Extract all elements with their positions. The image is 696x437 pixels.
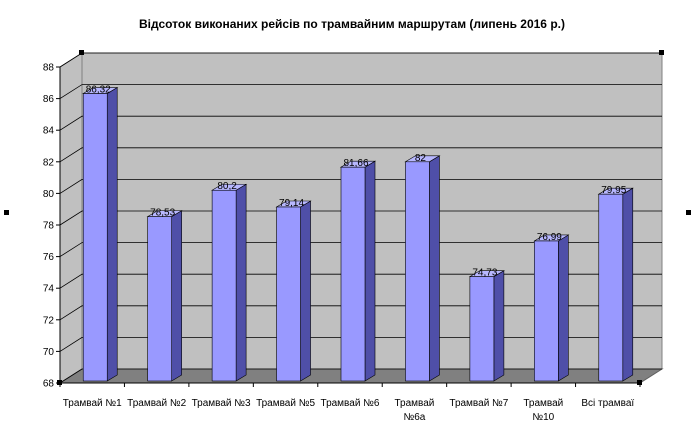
x-tick-label: Трамвай №6 bbox=[321, 398, 380, 409]
bar[interactable] bbox=[275, 200, 312, 382]
bar-side bbox=[364, 160, 376, 382]
bar-side bbox=[171, 210, 182, 382]
bar[interactable] bbox=[597, 187, 634, 382]
data-label: 79,14 bbox=[279, 198, 304, 209]
x-tick-label-line: №10 bbox=[532, 412, 554, 423]
bar-front bbox=[534, 240, 559, 382]
bar[interactable] bbox=[211, 183, 248, 382]
bar[interactable] bbox=[82, 87, 119, 382]
data-label: 79,95 bbox=[601, 185, 626, 196]
gridline bbox=[59, 84, 662, 99]
gridlines bbox=[59, 52, 662, 384]
x-tick-label-line: Трамвай №1 bbox=[63, 398, 122, 409]
data-label: 82 bbox=[415, 153, 427, 164]
data-label: 78,53 bbox=[150, 208, 175, 219]
plot-handle-top-right[interactable] bbox=[659, 50, 664, 55]
y-tick-label: 86 bbox=[43, 94, 55, 105]
x-tick-label-line: Трамвай №7 bbox=[449, 398, 508, 409]
bar-front bbox=[82, 93, 108, 382]
bar-side bbox=[622, 187, 634, 382]
y-tick-label: 80 bbox=[43, 189, 55, 200]
x-tick-label: Трамвай №6а bbox=[394, 398, 434, 423]
bar-side bbox=[300, 200, 311, 382]
bar-front bbox=[147, 216, 172, 382]
x-tick-label-line: Трамвай №6 bbox=[321, 398, 380, 409]
bar-side bbox=[106, 87, 118, 382]
x-tick-label-line: Трамвай bbox=[523, 398, 563, 409]
gridline bbox=[59, 336, 662, 352]
gridline bbox=[59, 305, 662, 321]
chart-area-handle-left[interactable] bbox=[4, 210, 9, 215]
gridline bbox=[59, 210, 662, 226]
data-label: 80,2 bbox=[217, 181, 237, 192]
plot-handle-top-left[interactable] bbox=[79, 50, 84, 55]
x-tick-label-line: Трамвай №2 bbox=[127, 398, 186, 409]
bar-front bbox=[469, 276, 495, 382]
x-tick-label: Трамвай №7 bbox=[449, 398, 508, 409]
bars: 86,32 78,53 80,2 79,14 81,66 82 74,73 76,99 79,9… bbox=[82, 85, 634, 382]
gridline bbox=[59, 242, 662, 257]
bar-side bbox=[493, 270, 505, 382]
x-tick-label: Всі трамваї bbox=[581, 398, 634, 409]
x-tick-label: Трамвай №5 bbox=[256, 398, 315, 409]
gridline bbox=[59, 273, 662, 289]
bar-front bbox=[598, 193, 624, 382]
plot-handle-bottom-right[interactable] bbox=[637, 380, 642, 385]
plot-handle-bottom-left[interactable] bbox=[57, 380, 62, 385]
x-tick-label: Трамвай №2 bbox=[127, 398, 186, 409]
bar-front bbox=[340, 166, 366, 382]
y-tick-label: 68 bbox=[43, 379, 55, 390]
data-label: 81,66 bbox=[343, 158, 368, 169]
bar-front bbox=[211, 189, 237, 382]
data-label: 74,73 bbox=[472, 268, 497, 279]
x-axis: Трамвай №1 Трамвай №2 Трамвай №3 Трамвай №5… bbox=[59, 382, 641, 423]
y-tick-label: 82 bbox=[43, 157, 55, 168]
gridline bbox=[59, 368, 662, 384]
data-label: 76,99 bbox=[537, 232, 562, 243]
x-tick-label: Трамвай №10 bbox=[523, 398, 563, 423]
gridline bbox=[59, 115, 662, 131]
y-tick-label: 72 bbox=[43, 315, 55, 326]
gridline bbox=[59, 178, 662, 194]
x-tick-label: Трамвай №1 bbox=[63, 398, 122, 409]
bar[interactable] bbox=[533, 234, 570, 382]
bar[interactable] bbox=[468, 270, 505, 382]
data-label: 86,32 bbox=[86, 85, 111, 96]
bar-side bbox=[235, 183, 247, 382]
bar[interactable] bbox=[404, 155, 441, 382]
x-tick-label-line: Трамвай №3 bbox=[192, 398, 251, 409]
x-tick-label: Трамвай №3 bbox=[192, 398, 251, 409]
chart-area-handle-right[interactable] bbox=[686, 210, 691, 215]
x-tick-label-line: Трамвай №5 bbox=[256, 398, 315, 409]
y-tick-label: 76 bbox=[43, 252, 55, 263]
y-tick-label: 74 bbox=[43, 284, 55, 295]
bar[interactable] bbox=[146, 210, 183, 382]
bar[interactable] bbox=[339, 160, 377, 382]
y-tick-label: 84 bbox=[43, 126, 55, 137]
bar-front bbox=[405, 161, 430, 382]
y-tick-label: 88 bbox=[43, 63, 55, 74]
y-axis: 68 70 72 74 76 78 80 82 84 86 88 bbox=[43, 63, 61, 390]
chart-title: Відсоток виконаних рейсів по трамвайним … bbox=[139, 17, 565, 31]
bar-side bbox=[558, 234, 569, 382]
bar-side bbox=[429, 155, 440, 382]
y-tick-label: 78 bbox=[43, 221, 55, 232]
x-tick-label-line: №6а bbox=[404, 412, 426, 423]
y-tick-label: 70 bbox=[43, 347, 55, 358]
gridline bbox=[59, 147, 662, 163]
x-tick-label-line: Трамвай bbox=[394, 398, 434, 409]
bar-front bbox=[276, 206, 301, 382]
x-tick-label-line: Всі трамваї bbox=[581, 398, 634, 409]
